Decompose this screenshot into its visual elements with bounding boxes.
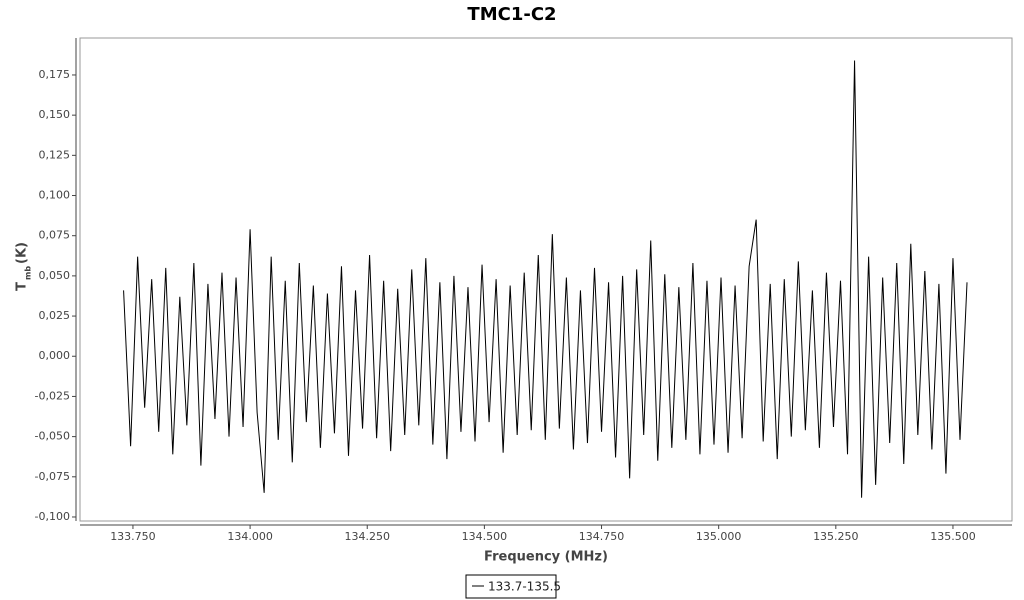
x-tick-label: 134.500 [462,530,508,543]
x-tick-label: 135.500 [930,530,976,543]
y-tick-label: 0,025 [39,309,71,322]
spectrum-line [123,60,968,498]
y-label-main: T [15,282,30,291]
y-axis-label: T mb (K) [15,242,33,291]
plot-frame [79,37,1013,522]
y-tick-label: 0,150 [39,108,71,121]
y-tick-label: 0,075 [39,229,71,242]
y-label-sub: mb [24,266,33,280]
y-tick-label: 0,000 [39,349,71,362]
x-tick-label: 134.250 [344,530,390,543]
y-tick-label: -0,100 [35,510,70,523]
y-tick-label: 0,125 [39,148,71,161]
x-tick-label: 135.250 [813,530,859,543]
y-tick-label: 0,050 [39,269,71,282]
chart-title: TMC1-C2 [467,4,556,25]
y-tick-label: 0,175 [39,68,71,81]
y-tick-label: -0,075 [35,470,70,483]
y-tick-label: -0,025 [35,389,70,402]
legend-label: 133.7-135.5 [488,580,561,594]
x-tick-label: 135.000 [696,530,742,543]
x-tick-label: 134.000 [227,530,273,543]
x-axis-label: Frequency (MHz) [484,550,608,565]
x-tick-label: 133.750 [110,530,156,543]
legend-box [465,574,557,599]
x-tick-label: 134.750 [579,530,625,543]
y-tick-label: 0,100 [39,189,71,202]
y-label-unit: (K) [15,242,30,264]
y-tick-label: -0,050 [35,430,70,443]
